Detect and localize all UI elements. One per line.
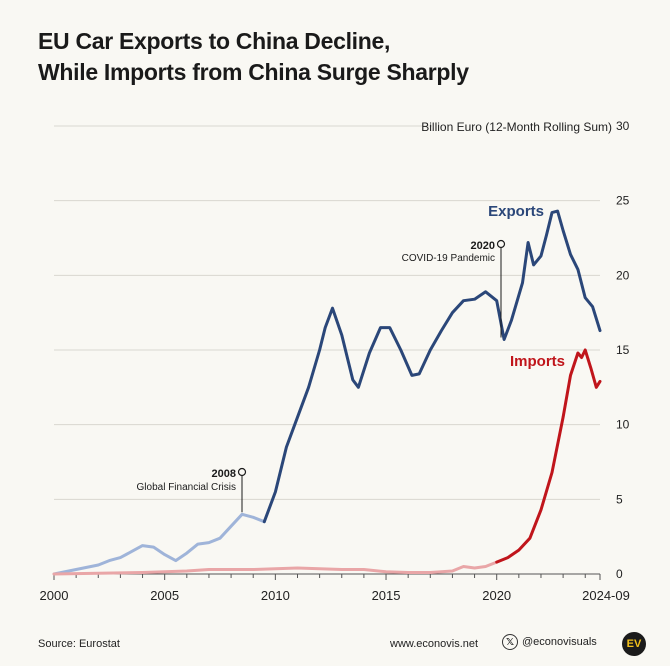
annotation-year-2020: 2020 [471,240,495,252]
y-tick-label-25: 25 [616,194,630,208]
x-logo-icon: 𝕏 [502,634,518,650]
y-tick-label-10: 10 [616,418,630,432]
chart-title-line-1: EU Car Exports to China Decline, [38,28,391,54]
series-labels: Exports Imports [488,203,565,370]
social-handle[interactable]: 𝕏 @econovisuals [502,634,597,650]
x-tick-label-2020: 2020 [482,588,511,603]
social-handle-text: @econovisuals [522,636,597,648]
annotation-text-2008: Global Financial Crisis [137,482,236,493]
source-text: Source: Eurostat [38,638,120,650]
x-tick-labels: 2000 2005 2010 2015 2020 2024-09 [40,588,630,603]
y-tick-label-20: 20 [616,268,630,282]
x-tick-label-2010: 2010 [261,588,290,603]
y-tick-labels: 0 5 10 15 20 25 30 [616,119,630,581]
annotation-text-2020: COVID-19 Pandemic [402,253,495,264]
series-label-exports: Exports [488,203,544,220]
website-link[interactable]: www.econovis.net [390,638,479,650]
series-line-imports [495,348,602,564]
grid [53,125,601,580]
series-line-imports-early [52,560,499,576]
y-tick-label-30: 30 [616,119,630,133]
x-tick-label-2000: 2000 [40,588,69,603]
series-label-imports: Imports [510,353,565,370]
series-line-exports [262,209,602,524]
annotations: 2008 Global Financial Crisis 2020COVID-19 … [137,239,506,513]
y-tick-label-0: 0 [616,567,623,581]
annotation-year-2008: 2008 [212,468,236,480]
series-line-exports-early [52,512,266,576]
annotation-marker-2020 [496,239,506,249]
x-tick-label-2005: 2005 [150,588,179,603]
brand-logo: EV [622,632,646,656]
x-tick-label-2015: 2015 [372,588,401,603]
series-lines [52,209,602,576]
y-axis-label: Billion Euro (12-Month Rolling Sum) [421,120,612,134]
chart-title: EU Car Exports to China Decline, While I… [38,26,469,88]
annotation-marker-2008 [237,467,247,477]
chart-title-line-2: While Imports from China Surge Sharply [38,59,469,85]
y-tick-label-5: 5 [616,492,623,506]
line-chart: Billion Euro (12-Month Rolling Sum) 0 5 10… [40,119,630,603]
x-tick-label-2024-09: 2024-09 [582,588,630,603]
footer: Source: Eurostat www.econovis.net 𝕏 @eco… [38,632,646,658]
y-tick-label-15: 15 [616,343,630,357]
